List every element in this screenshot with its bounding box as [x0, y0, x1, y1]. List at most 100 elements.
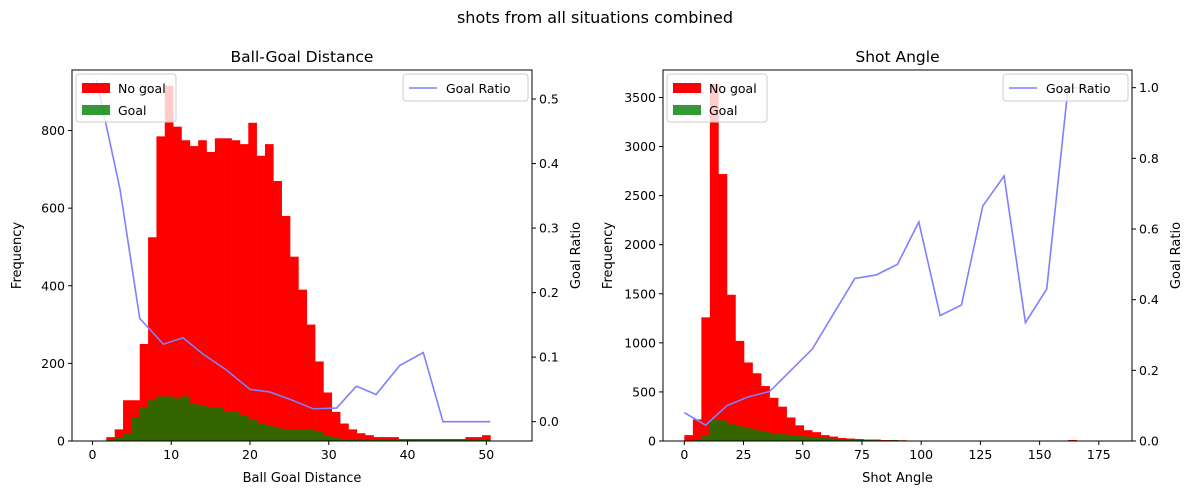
y-tick-label: 2000 [624, 237, 656, 252]
plot-frame [71, 69, 533, 442]
y2-tick-label: 0.1 [539, 350, 559, 365]
goal-bar [795, 436, 804, 441]
y-tick-label: 3500 [624, 90, 656, 105]
plot-frame [662, 69, 1133, 442]
no-goal-bar [786, 417, 796, 441]
y2-tick-label: 0.4 [1139, 292, 1159, 307]
no-goal-bar [718, 174, 728, 441]
no-goal-bar [356, 433, 366, 441]
legend-left: No goal Goal [666, 73, 768, 123]
goal-bar [164, 396, 174, 441]
y2-tick-label: 0.0 [539, 414, 559, 429]
legend-label: Goal [118, 103, 146, 118]
goal-bar [365, 439, 374, 441]
no-goal-bar [726, 294, 736, 441]
chart-title: Shot Angle [855, 48, 939, 66]
goal-bar [281, 429, 291, 441]
no-goal-bar [473, 437, 483, 441]
goal-swatch [82, 105, 110, 115]
y-axis-label: Frequency [10, 222, 25, 289]
goal-bar [482, 439, 491, 441]
goal-bar [803, 436, 813, 441]
goal-bar [189, 404, 199, 441]
y-tick-label: 2500 [624, 188, 656, 203]
no-goal-bar [273, 180, 282, 441]
x-tick-label: 100 [909, 447, 933, 462]
legend-right: Goal Ratio [402, 73, 529, 102]
goal-bar [356, 439, 366, 441]
figure-suptitle: shots from all situations combined [457, 8, 733, 27]
y2-tick-label: 0.0 [1139, 434, 1159, 449]
y-tick-label: 800 [41, 123, 65, 138]
goal-bar [448, 439, 458, 441]
goal-bar [406, 439, 416, 441]
goal-bar [239, 415, 249, 441]
no-goal-bar [223, 138, 232, 441]
goal-bar [323, 435, 333, 441]
goal-bar [440, 439, 449, 441]
no-goal-bar [373, 437, 383, 441]
y-tick-label: 200 [41, 356, 65, 371]
no-goal-bar [735, 340, 745, 441]
goal-bar [415, 439, 424, 441]
no-goal-bar [752, 373, 762, 441]
no-goal-bar [148, 237, 157, 441]
no-goal-bar [803, 430, 813, 441]
goal-bar [812, 437, 822, 441]
goal-bar [709, 419, 719, 441]
no-goal-bar [795, 425, 804, 441]
goal-bar [744, 428, 753, 441]
goal-bar [465, 439, 475, 441]
x-tick-label: 75 [854, 447, 870, 462]
no-goal-bar [290, 256, 299, 441]
no-goal-bar [684, 435, 694, 441]
goal-bar [778, 434, 787, 441]
goal-bar [718, 420, 728, 441]
chart-shot-angle: 0 25 50 75 100 125 150 175 0 500 1000 1500 2000 2500 3… [601, 48, 1184, 486]
x-tick-label: 40 [400, 447, 416, 462]
goal-bar [373, 439, 383, 441]
goal-bar [820, 438, 830, 441]
goal-ratio-line [683, 86, 1090, 427]
goal-bar [348, 439, 358, 441]
goal-bar [198, 406, 207, 441]
x-tick-label: 50 [795, 447, 811, 462]
goal-bar [431, 439, 441, 441]
legend-label: Goal [709, 103, 737, 118]
x-tick-label: 0 [680, 447, 688, 462]
chart-ball-goal-distance: 0 10 20 30 40 50 0 200 400 600 800 0.0 0.1 0.2 0.3 0.4 0… [10, 48, 584, 486]
no-goal-bar [778, 406, 787, 441]
y-tick-label: 0 [57, 434, 65, 449]
goal-bar [457, 439, 466, 441]
x-tick-label: 175 [1087, 447, 1111, 462]
no-goal-bar [306, 324, 316, 441]
y-tick-label: 0 [648, 434, 656, 449]
no-goal-bar [692, 419, 702, 441]
goal-bar [273, 427, 282, 441]
goal-bar [181, 396, 191, 441]
goal-bar [306, 429, 316, 441]
no-goal-bar [701, 317, 711, 441]
x-tick-label: 10 [163, 447, 179, 462]
y-tick-label: 500 [632, 384, 656, 399]
no-goal-bar [281, 215, 291, 441]
goal-bar [786, 435, 796, 441]
goal-bar [315, 431, 324, 441]
x-axis-label: Ball Goal Distance [243, 471, 362, 486]
goal-bar [331, 437, 341, 441]
y2-tick-label: 0.2 [539, 285, 559, 300]
goal-bar [829, 438, 839, 441]
no-goal-bar [114, 429, 124, 441]
no-goal-bar [323, 392, 333, 441]
goal-bar [735, 426, 745, 441]
no-goal-bar [812, 432, 822, 441]
no-goal-bar [315, 361, 324, 441]
goal-bar [473, 439, 483, 441]
goal-swatch [673, 105, 701, 115]
chart-title: Ball-Goal Distance [231, 48, 374, 66]
x-tick-label: 20 [242, 447, 258, 462]
y2-axis-label: Goal Ratio [1169, 222, 1184, 289]
no-goal-bar [709, 83, 719, 442]
no-goal-bar [482, 435, 491, 441]
y-tick-label: 400 [41, 278, 65, 293]
